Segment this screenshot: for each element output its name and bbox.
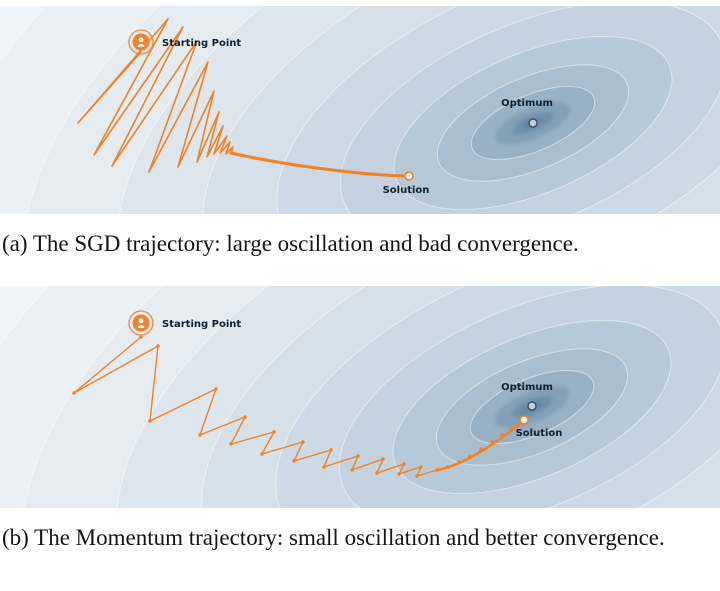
- sgd-plot: Starting Point Optimum Solution: [0, 6, 720, 214]
- figure-momentum: Starting Point Optimum Solution (b) The …: [0, 286, 720, 554]
- caption-sgd: (a) The SGD trajectory: large oscillatio…: [2, 231, 579, 256]
- contour-background: [0, 6, 720, 214]
- optimum-label: Optimum: [501, 98, 553, 109]
- starting-point-label: Starting Point: [162, 38, 241, 49]
- starting-point-marker: [128, 310, 154, 336]
- robot-badge-icon: [128, 310, 154, 336]
- solution-marker: [404, 171, 414, 181]
- momentum-step-dots: [72, 335, 519, 478]
- solution-label: Solution: [516, 428, 563, 439]
- solution-marker: [519, 415, 529, 425]
- starting-point-label: Starting Point: [162, 319, 241, 330]
- contour-background: [0, 286, 720, 508]
- starting-point-marker: [128, 29, 154, 55]
- caption-momentum: (b) The Momentum trajectory: small oscil…: [2, 525, 665, 551]
- figure-sgd: Starting Point Optimum Solution (a) The …: [0, 6, 720, 260]
- momentum-plot: Starting Point Optimum Solution: [0, 286, 720, 509]
- momentum-converge-path: [435, 421, 523, 472]
- sgd-zigzag-path: [77, 18, 234, 173]
- optimum-label: Optimum: [501, 382, 553, 393]
- solution-label: Solution: [383, 185, 430, 196]
- robot-badge-icon: [128, 29, 154, 55]
- optimum-marker: [528, 118, 538, 128]
- sgd-converge-path: [229, 151, 406, 178]
- optimum-marker: [527, 401, 537, 411]
